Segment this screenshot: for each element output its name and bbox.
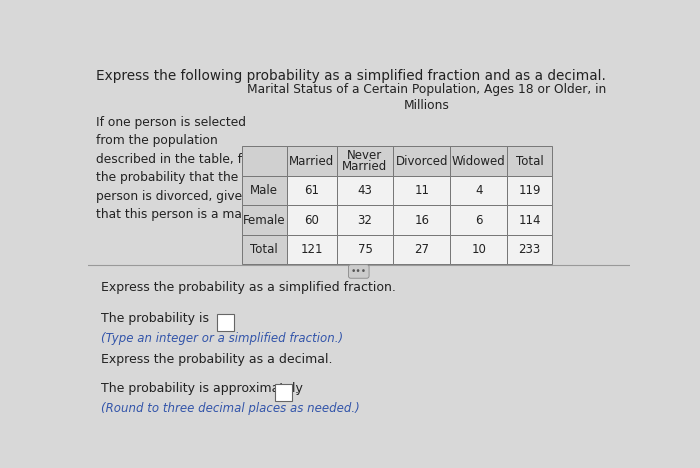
- Bar: [242, 235, 286, 264]
- Text: Married: Married: [289, 154, 334, 168]
- Text: Male: Male: [251, 184, 279, 197]
- Text: 43: 43: [358, 184, 372, 197]
- Text: Express the probability as a decimal.: Express the probability as a decimal.: [101, 353, 332, 366]
- Bar: [508, 235, 552, 264]
- Text: Total: Total: [516, 154, 543, 168]
- Bar: [393, 235, 450, 264]
- Text: Female: Female: [243, 213, 286, 227]
- Text: Married: Married: [342, 161, 388, 173]
- Bar: [450, 205, 508, 235]
- Text: Never: Never: [347, 149, 383, 162]
- Text: 4: 4: [475, 184, 483, 197]
- Bar: [216, 314, 234, 331]
- Bar: [508, 205, 552, 235]
- Bar: [393, 146, 450, 176]
- Text: (Round to three decimal places as needed.): (Round to three decimal places as needed…: [101, 402, 360, 415]
- Text: Total: Total: [251, 243, 278, 256]
- Bar: [450, 146, 508, 176]
- Text: Express the probability as a simplified fraction.: Express the probability as a simplified …: [101, 281, 396, 294]
- Bar: [286, 205, 337, 235]
- Bar: [337, 176, 393, 205]
- Bar: [242, 176, 286, 205]
- Text: 6: 6: [475, 213, 483, 227]
- Text: 233: 233: [519, 243, 541, 256]
- Text: 121: 121: [300, 243, 323, 256]
- Text: 75: 75: [358, 243, 372, 256]
- Text: Widowed: Widowed: [452, 154, 506, 168]
- Text: 114: 114: [519, 213, 541, 227]
- Bar: [286, 235, 337, 264]
- Text: .: .: [294, 383, 298, 396]
- Bar: [274, 384, 292, 402]
- Text: 27: 27: [414, 243, 430, 256]
- Text: 32: 32: [358, 213, 372, 227]
- Bar: [337, 146, 393, 176]
- Text: (Type an integer or a simplified fraction.): (Type an integer or a simplified fractio…: [101, 332, 343, 345]
- Text: 10: 10: [472, 243, 486, 256]
- Bar: [337, 205, 393, 235]
- Bar: [450, 176, 508, 205]
- Text: Divorced: Divorced: [395, 154, 448, 168]
- Bar: [450, 235, 508, 264]
- Text: 11: 11: [414, 184, 430, 197]
- Bar: [393, 176, 450, 205]
- Bar: [286, 176, 337, 205]
- Text: Marital Status of a Certain Population, Ages 18 or Older, in: Marital Status of a Certain Population, …: [247, 83, 606, 96]
- Bar: [508, 146, 552, 176]
- Bar: [242, 205, 286, 235]
- Text: The probability is approximately: The probability is approximately: [101, 382, 303, 395]
- Bar: [242, 146, 286, 176]
- Text: 16: 16: [414, 213, 430, 227]
- Text: The probability is: The probability is: [101, 312, 209, 325]
- Bar: [286, 146, 337, 176]
- Bar: [508, 176, 552, 205]
- Bar: [337, 235, 393, 264]
- Text: •••: •••: [351, 267, 367, 276]
- Text: 60: 60: [304, 213, 319, 227]
- Text: Millions: Millions: [404, 99, 449, 112]
- Text: 61: 61: [304, 184, 319, 197]
- Text: 119: 119: [519, 184, 541, 197]
- Text: If one person is selected
from the population
described in the table, find
the p: If one person is selected from the popul…: [96, 116, 260, 221]
- Text: Express the following probability as a simplified fraction and as a decimal.: Express the following probability as a s…: [96, 69, 606, 83]
- Bar: [393, 205, 450, 235]
